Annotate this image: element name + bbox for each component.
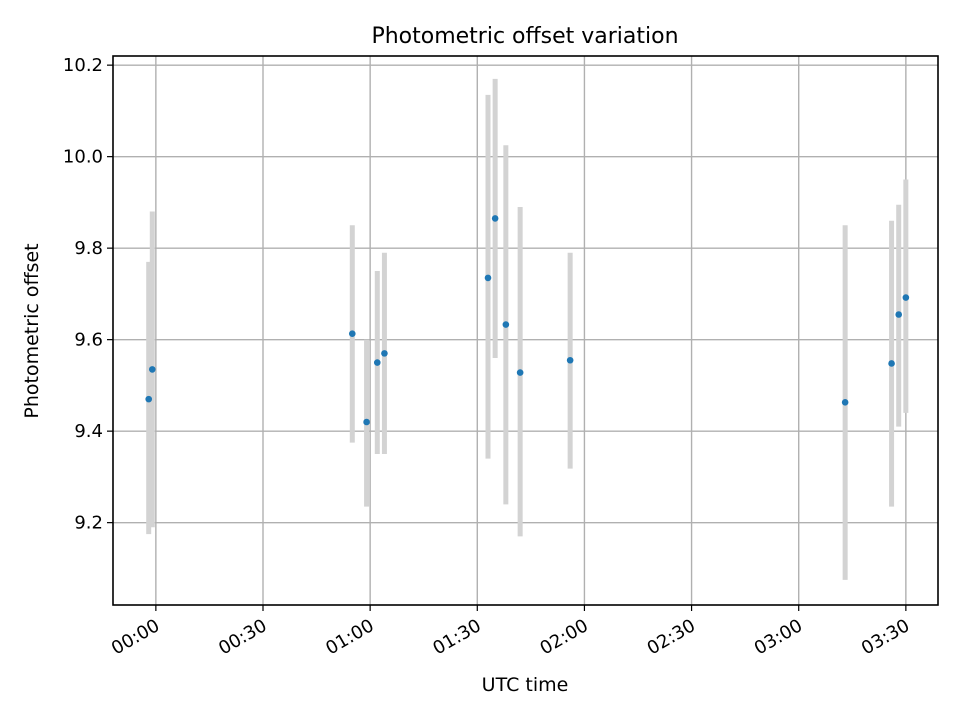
x-tick-label: 03:30 bbox=[858, 615, 913, 659]
data-point bbox=[491, 215, 499, 222]
data-points bbox=[145, 215, 910, 426]
x-tick-label: 02:00 bbox=[537, 615, 592, 659]
x-tick-label: 01:00 bbox=[322, 615, 377, 659]
x-tick-label: 00:30 bbox=[215, 615, 270, 659]
grid-lines bbox=[113, 56, 938, 605]
data-point bbox=[484, 274, 492, 282]
data-point bbox=[363, 418, 370, 426]
data-point bbox=[888, 360, 895, 367]
data-point bbox=[516, 369, 524, 376]
data-point bbox=[373, 359, 381, 366]
x-axis-label: UTC time bbox=[482, 674, 569, 696]
y-tick-label: 9.6 bbox=[74, 330, 103, 351]
y-tick-label: 9.8 bbox=[74, 238, 103, 259]
data-point bbox=[145, 395, 153, 403]
chart-title: Photometric offset variation bbox=[371, 24, 678, 49]
y-tick-label: 9.4 bbox=[74, 421, 103, 442]
data-point bbox=[902, 294, 910, 301]
y-tick-label: 10.0 bbox=[63, 147, 103, 168]
x-tick-label: 02:30 bbox=[644, 615, 699, 659]
x-tick-label: 00:00 bbox=[108, 615, 163, 659]
data-point bbox=[566, 356, 574, 364]
data-point bbox=[895, 311, 903, 318]
y-axis-label: Photometric offset bbox=[21, 243, 43, 418]
data-point bbox=[502, 321, 510, 328]
x-tick-label: 03:00 bbox=[751, 615, 806, 659]
data-point bbox=[841, 399, 849, 406]
y-tick-label: 10.2 bbox=[63, 55, 103, 76]
data-point bbox=[381, 350, 388, 357]
y-tick-label: 9.2 bbox=[74, 513, 103, 534]
data-point bbox=[148, 366, 156, 373]
error-bars bbox=[146, 78, 909, 580]
data-point bbox=[348, 330, 356, 338]
x-tick-label: 01:30 bbox=[429, 615, 484, 659]
plot-frame bbox=[112, 55, 939, 606]
